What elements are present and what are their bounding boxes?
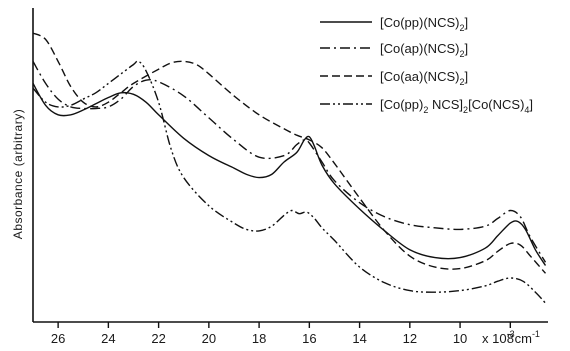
y-axis-label: Absorbance (arbitrary) [11, 109, 25, 239]
x-tick-label: 22 [151, 331, 165, 346]
series-line-2 [32, 61, 547, 263]
legend-label-2: [Co(ap)(NCS)2] [380, 41, 468, 59]
x-tick-label: 26 [51, 331, 65, 346]
x-tick-label: 18 [252, 331, 266, 346]
series-line-1 [32, 83, 547, 266]
series-layer [32, 32, 547, 304]
x-tick-label: 10 [453, 331, 467, 346]
x-tick-label: 12 [403, 331, 417, 346]
x-axis-unit: x 10-3cm-1 [482, 329, 540, 346]
legend: [Co(pp)(NCS)2] [Co(ap)(NCS)2] [Co(aa)(NCS)… [320, 15, 533, 115]
legend-label-3: [Co(aa)(NCS)2] [380, 69, 468, 87]
x-tick-label: 8 [507, 331, 514, 346]
series-line-4 [32, 60, 547, 304]
x-axis-ticks: 26 24 22 20 18 16 14 12 10 8 [51, 322, 514, 346]
x-tick-label: 24 [101, 331, 115, 346]
x-tick-label: 20 [202, 331, 216, 346]
x-tick-label: 16 [302, 331, 316, 346]
series-line-3 [32, 32, 547, 274]
legend-label-4: [Co(pp)2 NCS]2[Co(NCS)4] [380, 97, 533, 115]
x-tick-label: 14 [352, 331, 366, 346]
legend-label-1: [Co(pp)(NCS)2] [380, 15, 468, 33]
